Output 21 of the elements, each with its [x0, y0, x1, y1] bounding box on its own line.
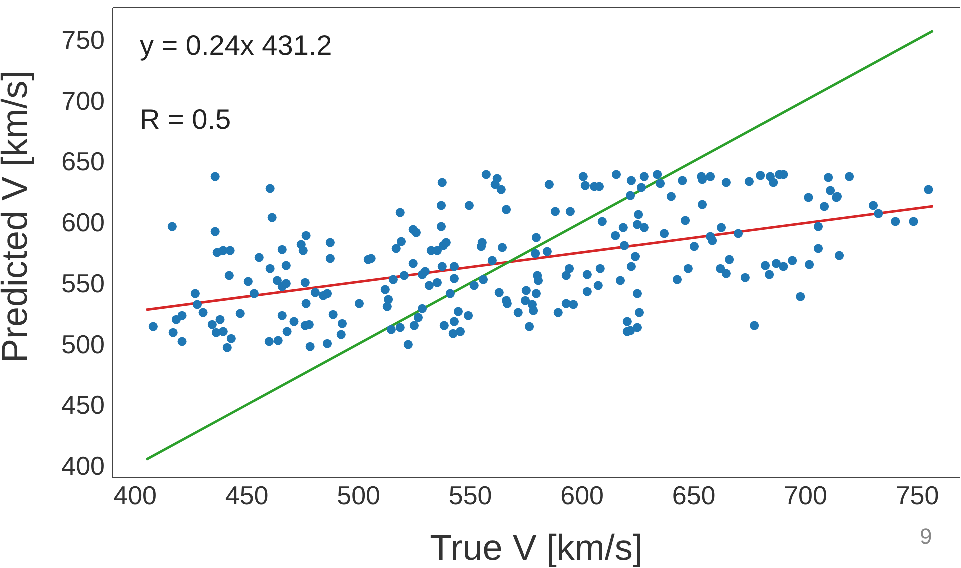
y-tick-label: 750 [62, 24, 105, 55]
x-tick-label: 600 [560, 480, 604, 510]
annotation: R = 0.5 [140, 104, 232, 136]
y-tick-label: 500 [62, 329, 105, 360]
x-tick-label: 500 [337, 480, 381, 510]
x-tick-label: 750 [896, 480, 940, 510]
x-tick-label: 650 [672, 480, 716, 510]
y-tick-label: 600 [62, 208, 105, 238]
y-tick-label: 650 [62, 146, 105, 177]
y-tick-label: 550 [62, 268, 105, 298]
y-tick-label: 450 [62, 390, 105, 420]
y-tick-label: 700 [62, 86, 105, 116]
y-tick-label: 400 [62, 451, 105, 482]
x-tick-label: 450 [225, 480, 269, 510]
annotation: y = 0.24x 431.2 [140, 30, 332, 62]
y-axis-title: Predicted V [km/s] [0, 70, 35, 363]
x-tick-label: 550 [448, 480, 492, 510]
x-axis-title: True V [km/s] [430, 527, 643, 568]
x-tick-label: 700 [784, 480, 828, 510]
text: 9 [920, 524, 932, 550]
x-tick-label: 400 [114, 480, 158, 510]
